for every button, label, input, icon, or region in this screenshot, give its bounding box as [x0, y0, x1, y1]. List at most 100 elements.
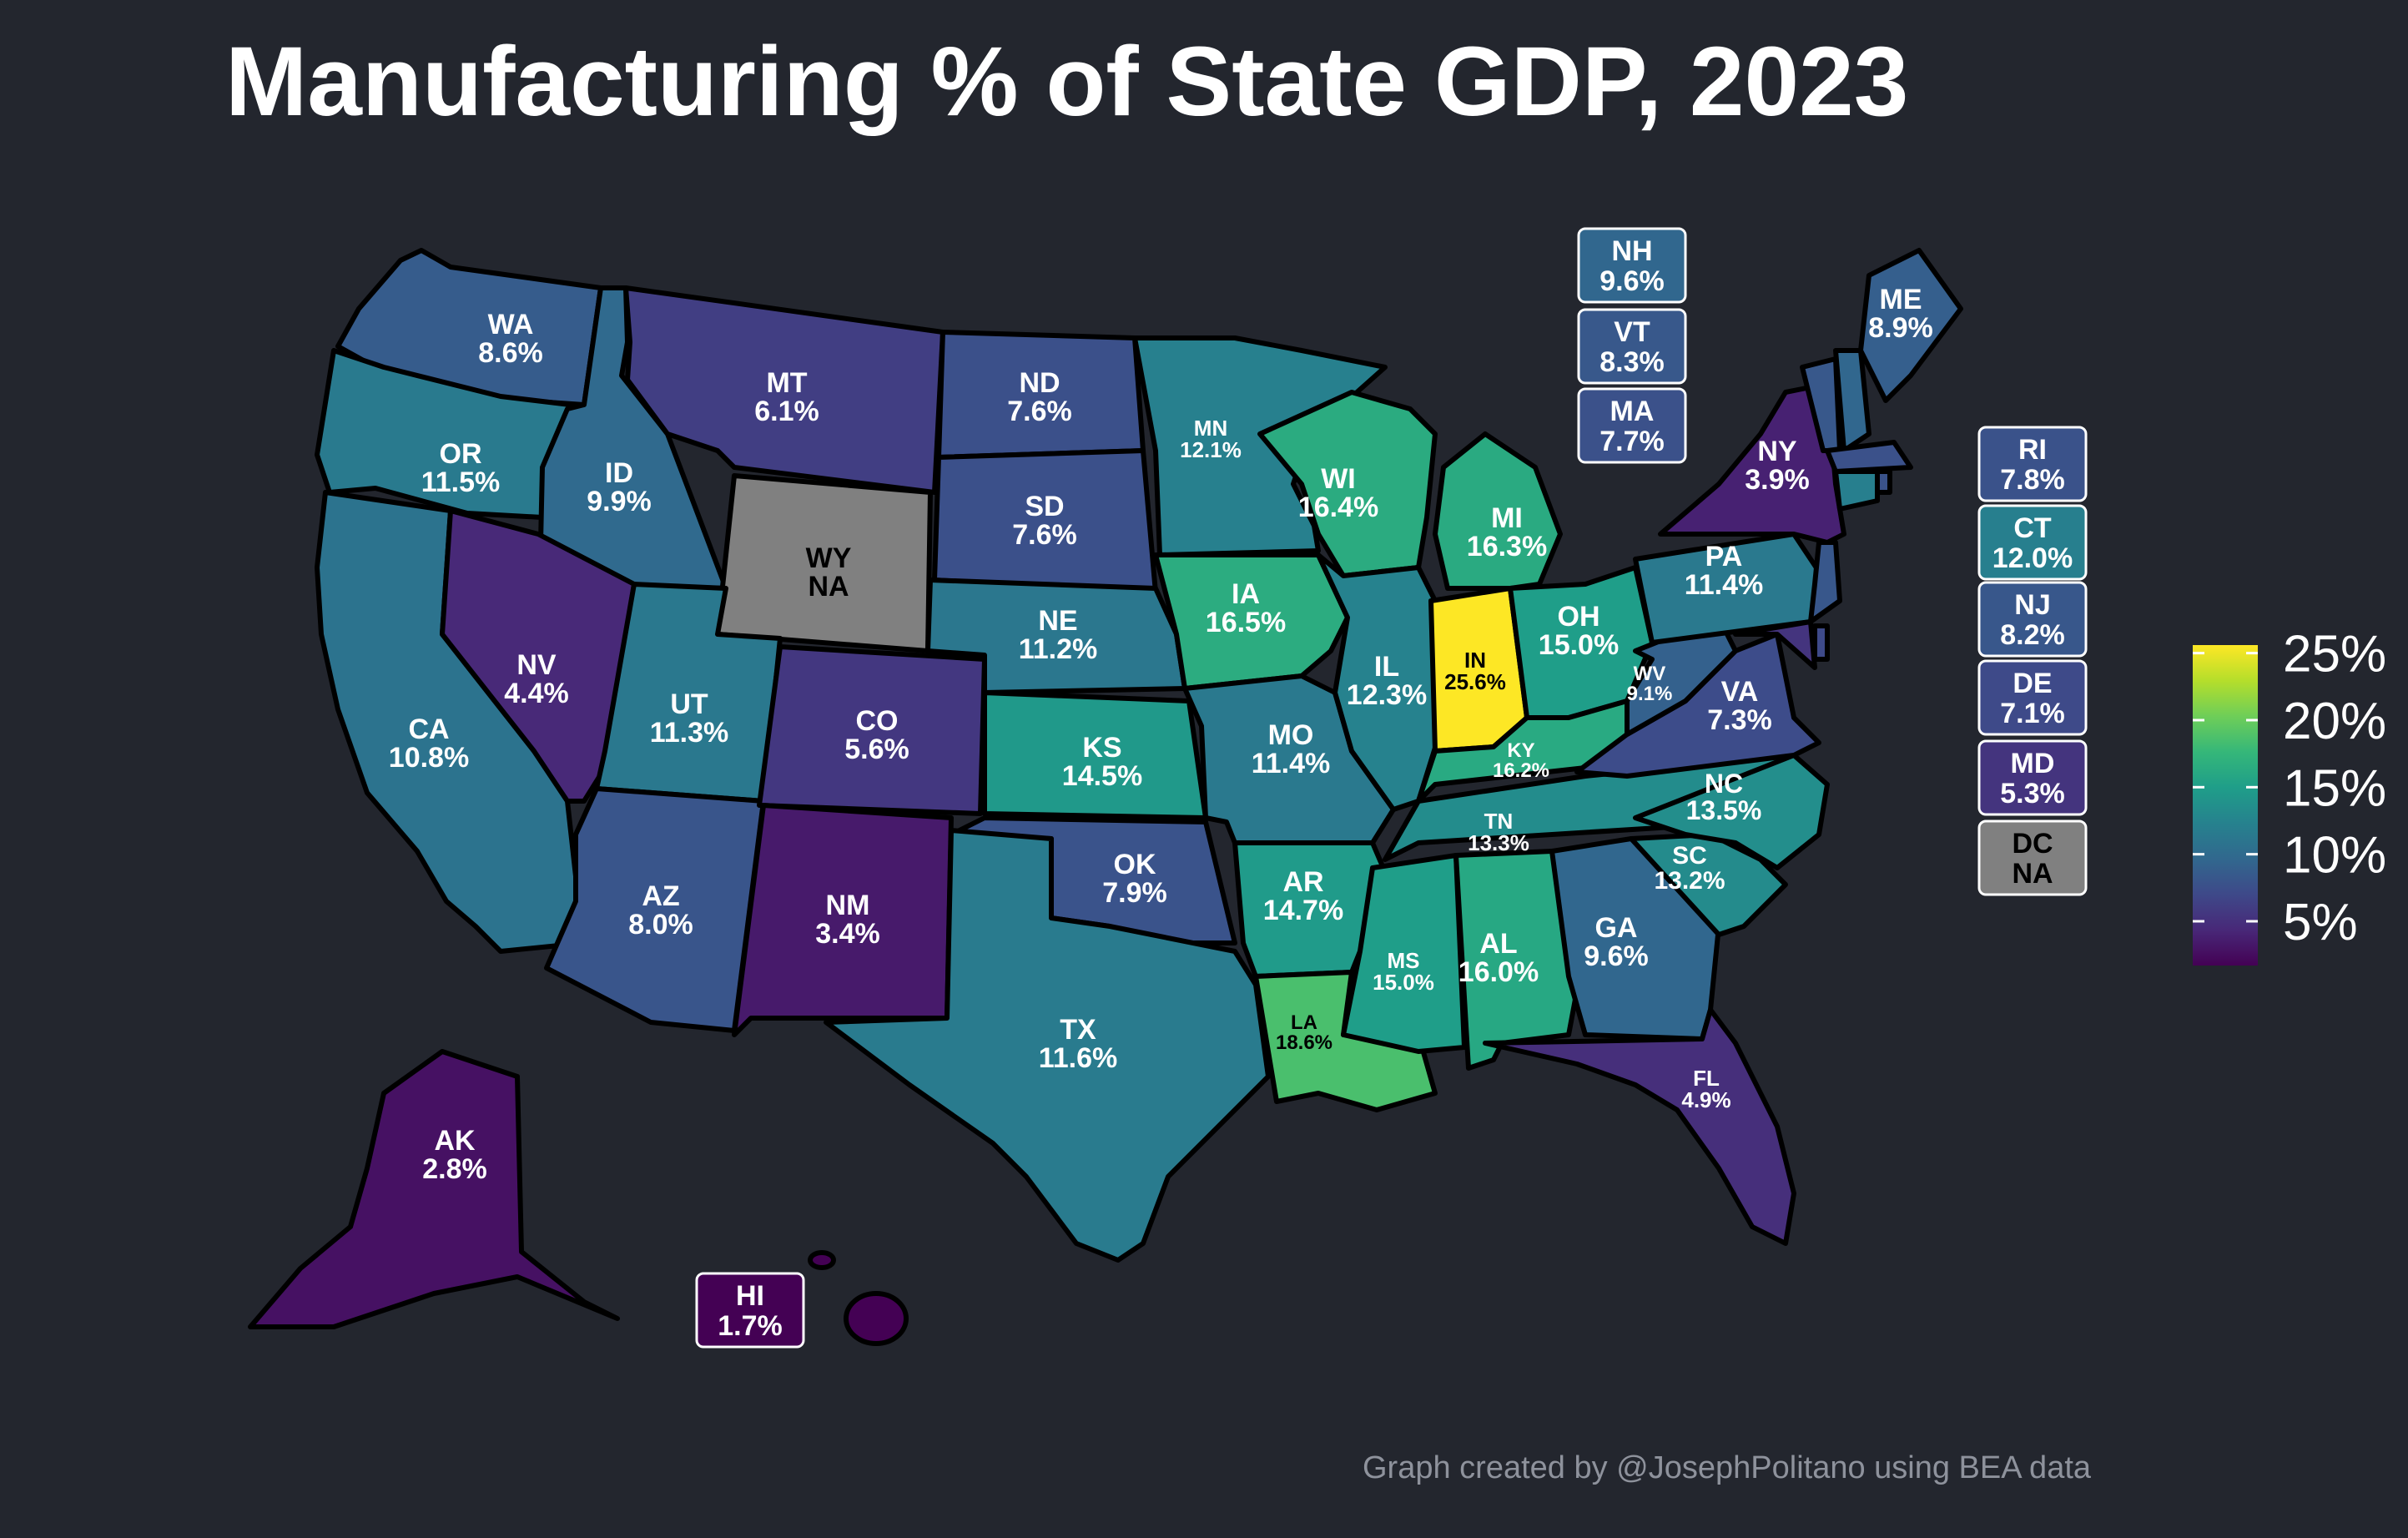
- label-al-value: 16.0%: [1458, 956, 1539, 988]
- label-ak-value: 2.8%: [422, 1153, 487, 1185]
- label-tx-value: 11.6%: [1039, 1042, 1118, 1074]
- label-in-abbr: IN: [1464, 648, 1486, 673]
- label-va-value: 7.3%: [1707, 704, 1772, 736]
- label-il-value: 12.3%: [1347, 679, 1427, 711]
- label-ne-value: 11.2%: [1019, 633, 1098, 665]
- label-nm-value: 3.4%: [815, 918, 880, 950]
- legend-label: 20%: [2283, 693, 2386, 750]
- color-legend: 25% 20% 15% 10% 5%: [2193, 626, 2386, 966]
- label-fl-value: 4.9%: [1681, 1087, 1730, 1112]
- label-ms-abbr: MS: [1388, 948, 1420, 973]
- box-ma-bg: [1577, 387, 1687, 464]
- state-tx: [824, 828, 1271, 1263]
- label-oh-abbr: OH: [1558, 601, 1600, 633]
- label-or-value: 11.5%: [421, 466, 501, 498]
- label-mo-abbr: MO: [1268, 719, 1314, 751]
- label-mi-abbr: MI: [1491, 502, 1523, 534]
- label-ia-abbr: IA: [1232, 578, 1260, 610]
- state-hi-island: [844, 1291, 909, 1346]
- source-credit: Graph created by @JosephPolitano using B…: [1363, 1450, 2092, 1485]
- label-mn-abbr: MN: [1194, 416, 1227, 441]
- legend-label: 10%: [2283, 827, 2386, 885]
- state-de: [1812, 623, 1830, 662]
- legend-ticks: [2193, 652, 2258, 923]
- label-wy-value: NA: [808, 571, 849, 603]
- label-il-abbr: IL: [1374, 651, 1399, 683]
- state-mi: [1433, 431, 1563, 591]
- box-de: DE7.1%: [1977, 659, 2088, 736]
- label-ny-value: 3.9%: [1745, 464, 1810, 496]
- box-nj-value: 8.2%: [2000, 619, 2065, 651]
- box-ct-bg: [1977, 504, 2088, 581]
- state-il: [1316, 552, 1442, 812]
- box-nh-abbr: NH: [1611, 235, 1652, 267]
- box-dc-value: NA: [2012, 858, 2053, 890]
- label-wa-abbr: WA: [488, 309, 534, 340]
- box-vt: VT8.3%: [1577, 308, 1687, 385]
- label-ut-abbr: UT: [670, 688, 708, 720]
- label-la-abbr: LA: [1291, 1011, 1317, 1034]
- state-nm: [732, 803, 954, 1037]
- label-ok-abbr: OK: [1114, 849, 1156, 880]
- legend-label: 25%: [2283, 626, 2386, 683]
- box-nj: NJ8.2%: [1977, 581, 2088, 658]
- box-hi-abbr: HI: [736, 1280, 764, 1312]
- label-ak-abbr: AK: [434, 1125, 476, 1157]
- label-or-abbr: OR: [440, 438, 482, 470]
- box-md-bg: [1977, 739, 2088, 816]
- label-id-abbr: ID: [605, 457, 633, 489]
- state-shapes: [248, 248, 1963, 1346]
- label-ut-value: 11.3%: [650, 717, 729, 749]
- label-ky-abbr: KY: [1507, 739, 1534, 762]
- label-ga-value: 9.6%: [1584, 940, 1649, 972]
- state-nj: [1808, 540, 1842, 624]
- state-ak: [248, 1049, 620, 1329]
- label-ar-value: 14.7%: [1263, 895, 1343, 926]
- box-md: MD5.3%: [1977, 739, 2088, 816]
- label-fl-abbr: FL: [1693, 1066, 1720, 1091]
- state-wi: [1257, 390, 1438, 578]
- small-state-boxes: NH9.6%VT8.3%MA7.7% RI7.8%CT12.0%NJ8.2%DE7…: [695, 227, 2088, 1349]
- box-hi-bg: [695, 1272, 805, 1349]
- label-ia-value: 16.5%: [1206, 607, 1286, 638]
- label-tx-abbr: TX: [1060, 1014, 1096, 1046]
- label-tn-value: 13.3%: [1468, 830, 1529, 855]
- box-ri: RI7.8%: [1977, 426, 2088, 502]
- box-ma: MA7.7%: [1577, 387, 1687, 464]
- box-de-abbr: DE: [2013, 668, 2052, 699]
- box-nh-bg: [1577, 227, 1687, 304]
- box-md-value: 5.3%: [2000, 778, 2065, 809]
- state-fl: [1483, 1007, 1796, 1246]
- state-nh: [1833, 348, 1871, 453]
- state-ne: [925, 577, 1187, 695]
- label-va-abbr: VA: [1721, 676, 1759, 708]
- label-mn-value: 12.1%: [1180, 437, 1242, 462]
- label-ar-abbr: AR: [1282, 866, 1323, 898]
- label-mo-value: 11.4%: [1252, 748, 1331, 779]
- label-sd-abbr: SD: [1025, 491, 1064, 522]
- label-co-value: 5.6%: [844, 734, 909, 765]
- label-wv-abbr: WV: [1634, 663, 1666, 685]
- label-ms-value: 15.0%: [1373, 970, 1434, 995]
- label-al-abbr: AL: [1479, 928, 1517, 960]
- label-wi-value: 16.4%: [1298, 492, 1378, 523]
- label-nd-abbr: ND: [1019, 367, 1060, 399]
- label-ky-value: 16.2%: [1493, 759, 1549, 782]
- box-nj-bg: [1977, 581, 2088, 658]
- state-ri: [1875, 469, 1892, 495]
- label-nv-abbr: NV: [516, 649, 557, 681]
- box-vt-abbr: VT: [1614, 316, 1650, 348]
- label-wi-abbr: WI: [1321, 463, 1356, 495]
- legend-label: 5%: [2283, 894, 2358, 951]
- label-pa-abbr: PA: [1705, 541, 1743, 572]
- label-ne-abbr: NE: [1038, 605, 1077, 637]
- box-dc-abbr: DC: [2012, 828, 2053, 860]
- box-dc-bg: [1977, 819, 2088, 896]
- label-mt-value: 6.1%: [754, 396, 819, 427]
- state-hi-island: [808, 1250, 836, 1270]
- label-ny-abbr: NY: [1757, 436, 1797, 467]
